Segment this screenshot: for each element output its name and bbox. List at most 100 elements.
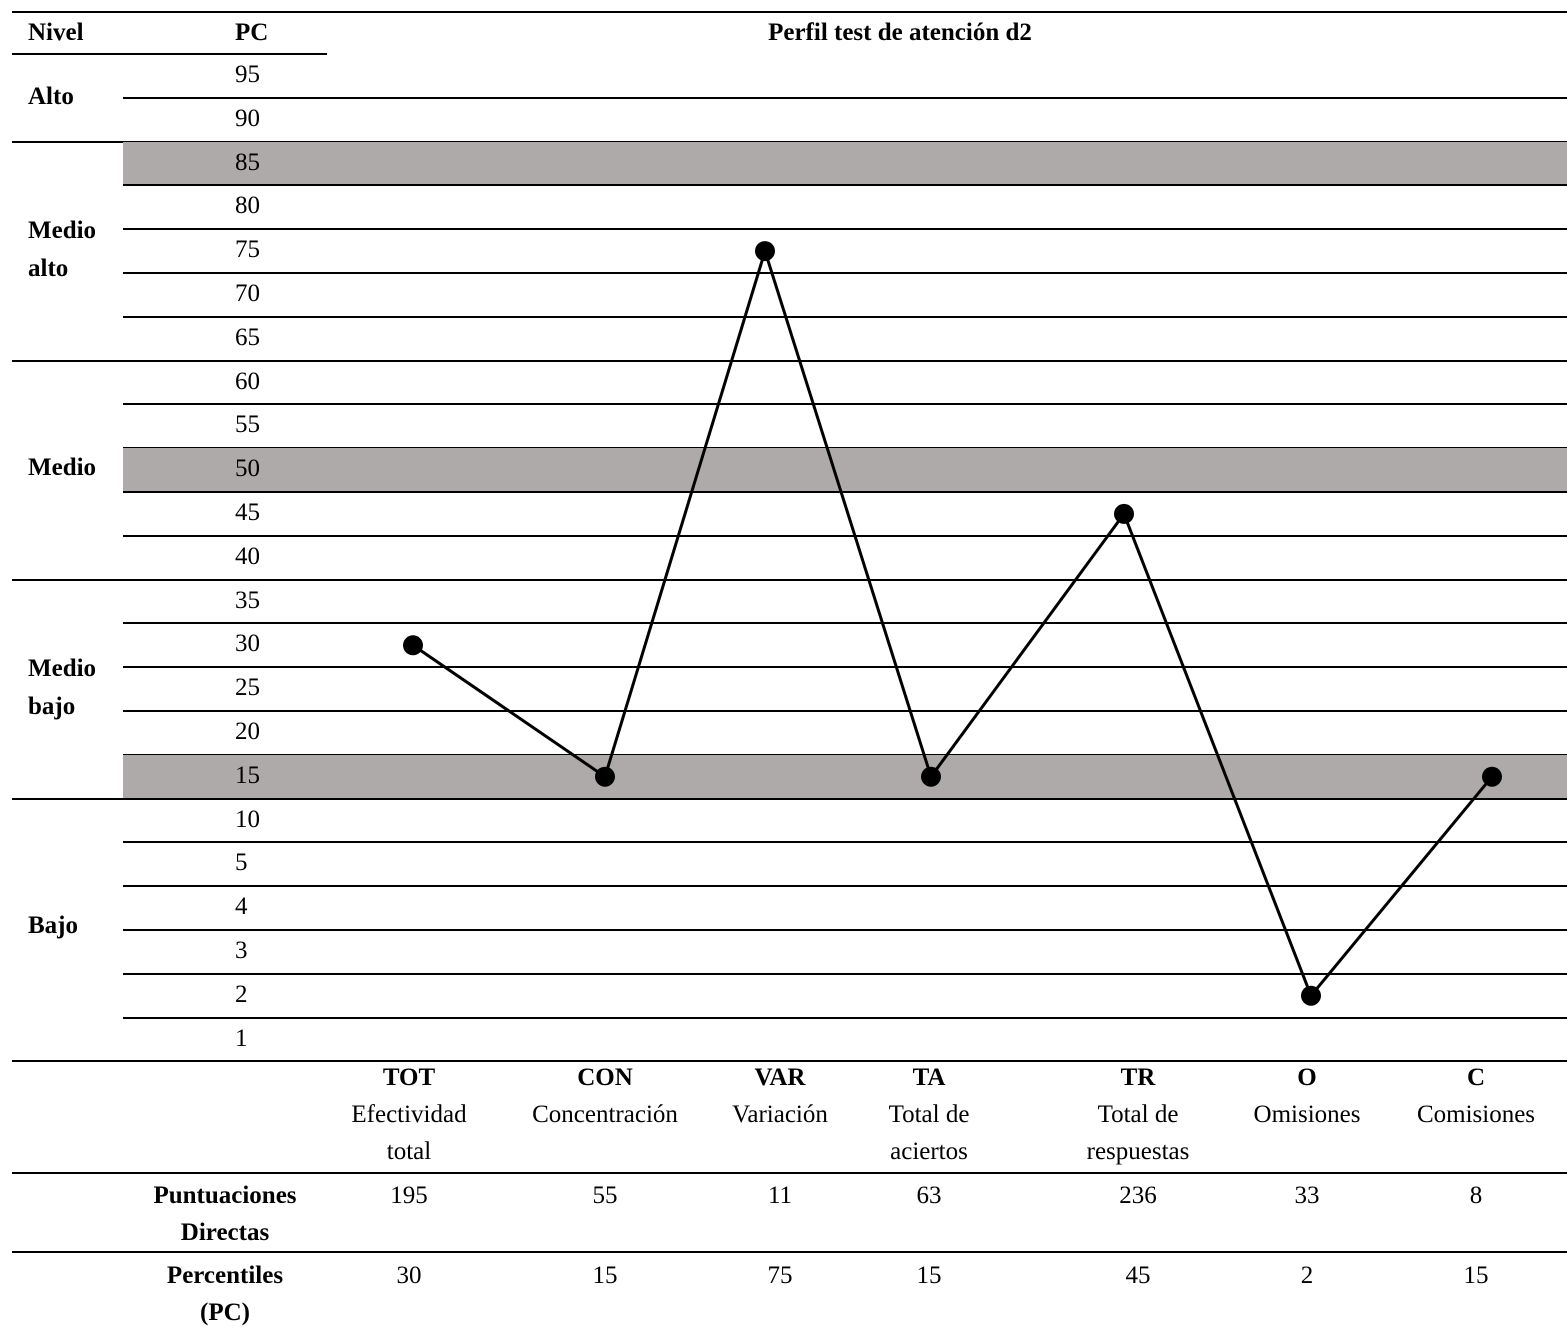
pc-tick-label: 35	[235, 586, 260, 614]
pc-value: 45	[1125, 1262, 1151, 1289]
pd-value: 63	[916, 1182, 942, 1209]
measure-description: Total de	[1097, 1101, 1179, 1128]
pc-tick-label: 30	[235, 630, 260, 658]
pd-value: 33	[1294, 1182, 1320, 1209]
grid-rule	[123, 972, 1567, 975]
grid-rule	[123, 403, 1567, 406]
highlight-band	[123, 754, 1567, 799]
profile-segment	[1309, 775, 1494, 997]
data-point-c	[1482, 766, 1502, 787]
measure-description: Efectividad	[351, 1101, 467, 1128]
pc-tick-label: 45	[235, 499, 260, 526]
pc-tick-label: 10	[235, 805, 260, 833]
pc-value: 2	[1300, 1262, 1314, 1289]
grid-rule	[123, 929, 1567, 931]
level-bajo: Bajo	[28, 912, 78, 939]
highlight-band	[123, 141, 1567, 186]
pc-value: 30	[396, 1262, 422, 1289]
grid-rule	[123, 841, 1567, 844]
pc-row-label: (PC)	[200, 1299, 250, 1326]
pc-tick-label: 95	[235, 61, 260, 88]
pc-tick-label: 90	[235, 104, 260, 132]
grid-rule	[123, 885, 1567, 888]
level-alto: Alto	[28, 83, 74, 110]
pc-tick-label: 20	[235, 718, 260, 745]
data-point-var	[755, 241, 775, 262]
table-rule	[12, 1251, 1567, 1253]
measure-description: Variación	[732, 1101, 828, 1128]
pc-value: 15	[592, 1262, 618, 1289]
pd-row-label: Puntuaciones	[153, 1182, 297, 1209]
header-pc: PC	[235, 19, 269, 46]
level-medio-alto: Medio alto	[28, 217, 97, 282]
measure-code: VAR	[754, 1064, 806, 1091]
grid-rule	[123, 491, 1567, 493]
pd-value: 195	[390, 1182, 428, 1209]
grid-rule	[12, 578, 1567, 581]
pc-value: 15	[916, 1262, 942, 1289]
pc-value: 15	[1463, 1262, 1489, 1289]
measure-description: Concentración	[532, 1101, 678, 1128]
pc-tick-label: 70	[235, 280, 260, 307]
pc-tick-label: 50	[235, 455, 260, 483]
data-point-tot	[403, 635, 423, 656]
pc-tick-label: 5	[235, 849, 248, 877]
grid-rule	[123, 228, 1567, 231]
measure-code: C	[1466, 1064, 1486, 1091]
pd-value: 55	[592, 1182, 618, 1209]
measure-description: Comisiones	[1416, 1101, 1536, 1128]
pc-tick-label: 4	[235, 893, 248, 921]
grid-rule	[12, 359, 1567, 362]
data-point-con	[595, 766, 615, 787]
level-medio-bajo: Medio bajo	[28, 655, 97, 720]
pc-tick-label: 80	[235, 192, 260, 220]
pc-row-label: Percentiles	[166, 1262, 284, 1289]
pc-value: 75	[767, 1262, 793, 1289]
grid-rule	[12, 1060, 1567, 1063]
pc-tick-label: 2	[235, 980, 248, 1008]
grid-rule	[123, 184, 1567, 187]
pd-value: 236	[1119, 1182, 1157, 1209]
header-nivel: Nivel	[28, 19, 84, 46]
highlight-band	[123, 448, 1567, 492]
pd-value: 11	[767, 1182, 793, 1209]
pc-tick-label: 65	[235, 323, 260, 351]
grid-rule	[12, 797, 1567, 800]
profile-segment	[929, 513, 1126, 778]
grid-rule	[123, 622, 1567, 625]
pc-tick-label: 1	[235, 1024, 248, 1052]
measure-description: Omisiones	[1253, 1101, 1361, 1128]
grid-rule	[123, 272, 1567, 274]
measure-description: total	[386, 1138, 432, 1165]
header-rule	[12, 53, 327, 55]
pc-tick-label: 55	[235, 411, 260, 439]
measure-description: respuestas	[1086, 1138, 1190, 1165]
profile-segment	[1122, 513, 1313, 997]
measure-code: TOT	[382, 1064, 436, 1091]
data-point-tr	[1114, 503, 1134, 524]
measure-code: TR	[1120, 1064, 1156, 1091]
pd-row-label: Directas	[180, 1219, 270, 1246]
level-medio: Medio	[28, 454, 97, 481]
pc-tick-label: 3	[235, 937, 248, 964]
pd-value: 8	[1469, 1182, 1483, 1209]
pc-tick-label: 75	[235, 236, 260, 264]
grid-rule	[123, 96, 1567, 99]
grid-rule	[123, 315, 1567, 318]
measure-code: O	[1297, 1064, 1317, 1091]
table-rule	[12, 1172, 1567, 1174]
pc-tick-label: 85	[235, 148, 260, 176]
profile-segment	[412, 644, 606, 778]
top-rule	[12, 11, 1567, 13]
profile-segment	[603, 250, 767, 778]
profile-segment	[763, 250, 933, 778]
data-point-ta	[921, 766, 941, 787]
pc-tick-label: 40	[235, 542, 260, 570]
grid-rule	[123, 1016, 1567, 1019]
data-point-o	[1301, 985, 1321, 1006]
grid-rule	[123, 710, 1567, 712]
grid-rule	[123, 534, 1567, 537]
measure-code: CON	[577, 1064, 633, 1091]
pc-tick-label: 25	[235, 674, 260, 702]
